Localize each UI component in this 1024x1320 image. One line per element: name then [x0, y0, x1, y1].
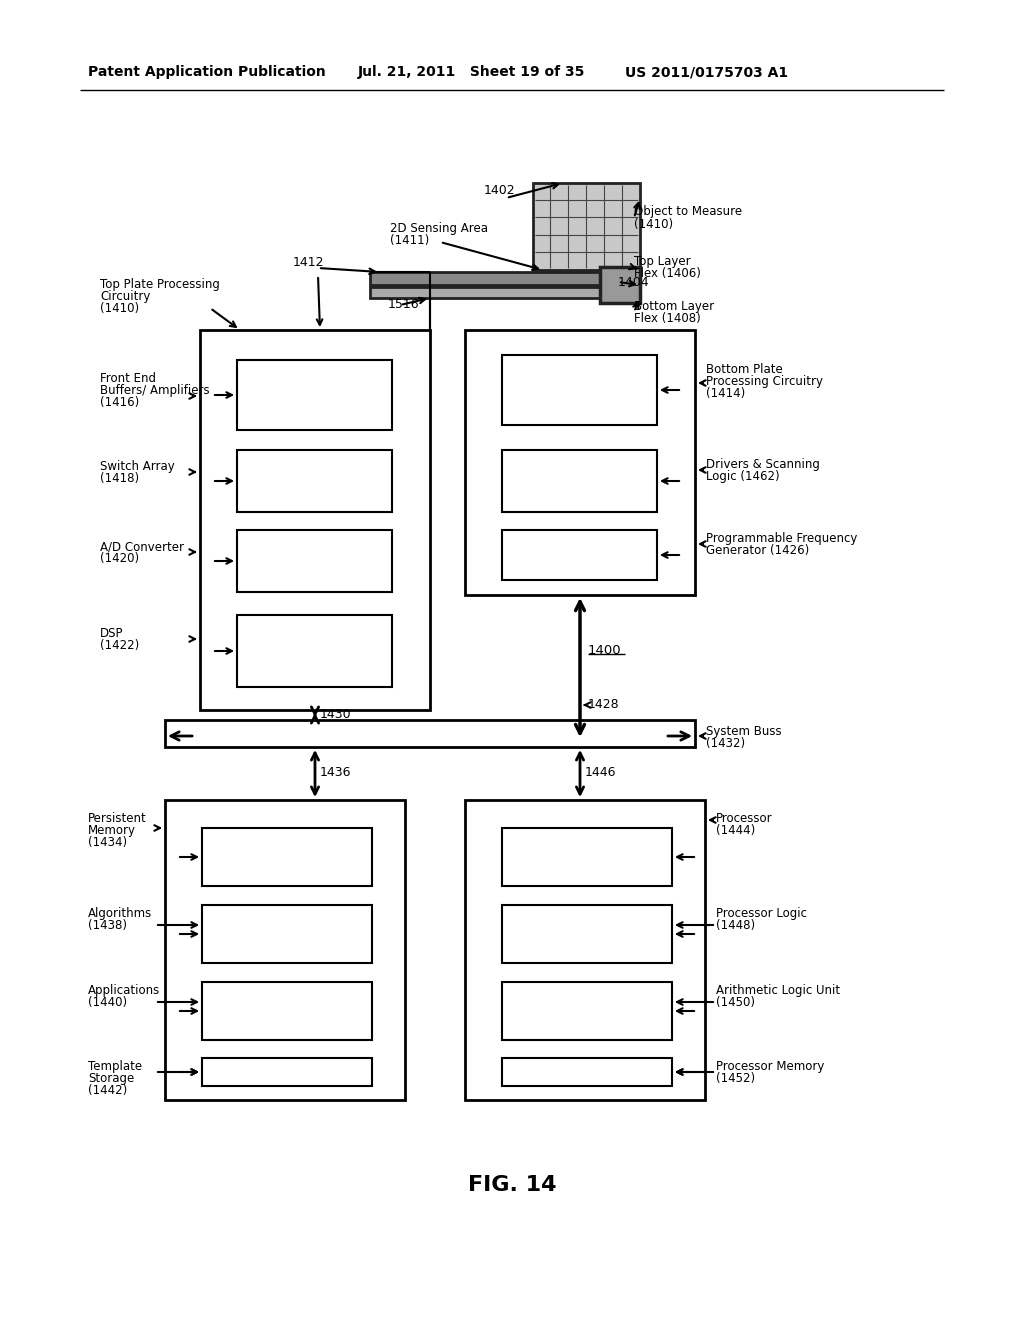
- Text: Programmable Frequency: Programmable Frequency: [706, 532, 857, 545]
- Text: Applications: Applications: [88, 983, 160, 997]
- Text: Storage: Storage: [88, 1072, 134, 1085]
- Text: System Buss: System Buss: [706, 725, 781, 738]
- Text: (1448): (1448): [716, 919, 755, 932]
- Bar: [502, 450, 657, 512]
- Text: (1450): (1450): [716, 997, 755, 1008]
- Text: 2D Sensing Area: 2D Sensing Area: [390, 222, 488, 235]
- Bar: [502, 531, 657, 579]
- Text: Buffers/ Amplifiers: Buffers/ Amplifiers: [100, 384, 210, 397]
- Text: Algorithms: Algorithms: [88, 907, 153, 920]
- Bar: [370, 286, 630, 298]
- Text: (1410): (1410): [100, 302, 139, 315]
- Text: 1436: 1436: [319, 767, 351, 780]
- Bar: [165, 800, 406, 1100]
- Bar: [237, 450, 392, 512]
- Bar: [165, 719, 695, 747]
- Text: Template: Template: [88, 1060, 142, 1073]
- Text: Bottom Layer: Bottom Layer: [634, 300, 714, 313]
- Bar: [237, 360, 392, 430]
- Text: 1428: 1428: [588, 698, 620, 711]
- Text: Flex (1406): Flex (1406): [634, 267, 700, 280]
- Text: Generator (1426): Generator (1426): [706, 544, 809, 557]
- Bar: [370, 272, 600, 285]
- Text: FIG. 14: FIG. 14: [468, 1175, 556, 1195]
- Text: (1418): (1418): [100, 473, 139, 484]
- Bar: [237, 531, 392, 591]
- Text: Front End: Front End: [100, 372, 156, 385]
- Bar: [202, 828, 372, 886]
- Text: (1444): (1444): [716, 824, 756, 837]
- Text: 1430: 1430: [319, 709, 351, 722]
- Text: Drivers & Scanning: Drivers & Scanning: [706, 458, 820, 471]
- Bar: [202, 1059, 372, 1086]
- Text: Flex (1408): Flex (1408): [634, 312, 700, 325]
- Bar: [202, 906, 372, 964]
- Text: 1516: 1516: [388, 298, 420, 312]
- Text: (1440): (1440): [88, 997, 127, 1008]
- Text: Patent Application Publication: Patent Application Publication: [88, 65, 326, 79]
- Text: (1442): (1442): [88, 1084, 127, 1097]
- Text: 1400: 1400: [588, 644, 622, 656]
- Text: Arithmetic Logic Unit: Arithmetic Logic Unit: [716, 983, 840, 997]
- Text: (1416): (1416): [100, 396, 139, 409]
- Text: A/D Converter: A/D Converter: [100, 540, 184, 553]
- Bar: [502, 906, 672, 964]
- Text: 1402: 1402: [483, 183, 515, 197]
- Text: (1410): (1410): [634, 218, 673, 231]
- Text: (1422): (1422): [100, 639, 139, 652]
- Text: 1404: 1404: [618, 276, 649, 289]
- Bar: [200, 330, 430, 710]
- Bar: [502, 982, 672, 1040]
- Bar: [202, 982, 372, 1040]
- Text: 1412: 1412: [292, 256, 324, 269]
- Text: Persistent: Persistent: [88, 812, 146, 825]
- Bar: [465, 800, 705, 1100]
- Text: Memory: Memory: [88, 824, 136, 837]
- Text: (1434): (1434): [88, 836, 127, 849]
- Bar: [237, 615, 392, 686]
- Bar: [502, 355, 657, 425]
- Bar: [534, 183, 640, 271]
- Text: Circuitry: Circuitry: [100, 290, 151, 304]
- Text: Object to Measure: Object to Measure: [634, 205, 742, 218]
- Text: Top Layer: Top Layer: [634, 255, 690, 268]
- Bar: [465, 330, 695, 595]
- Text: Logic (1462): Logic (1462): [706, 470, 779, 483]
- Text: (1414): (1414): [706, 387, 745, 400]
- Bar: [600, 267, 640, 304]
- Text: Bottom Plate: Bottom Plate: [706, 363, 782, 376]
- Text: Processor: Processor: [716, 812, 773, 825]
- Text: Processing Circuitry: Processing Circuitry: [706, 375, 823, 388]
- Text: (1411): (1411): [390, 234, 429, 247]
- Text: US 2011/0175703 A1: US 2011/0175703 A1: [625, 65, 788, 79]
- Text: Processor Logic: Processor Logic: [716, 907, 807, 920]
- Text: (1420): (1420): [100, 552, 139, 565]
- Text: Processor Memory: Processor Memory: [716, 1060, 824, 1073]
- Text: (1432): (1432): [706, 737, 745, 750]
- Text: (1438): (1438): [88, 919, 127, 932]
- Text: 1446: 1446: [585, 767, 616, 780]
- Bar: [502, 828, 672, 886]
- Bar: [502, 1059, 672, 1086]
- Text: (1452): (1452): [716, 1072, 755, 1085]
- Text: DSP: DSP: [100, 627, 124, 640]
- Text: Jul. 21, 2011   Sheet 19 of 35: Jul. 21, 2011 Sheet 19 of 35: [358, 65, 586, 79]
- Text: Switch Array: Switch Array: [100, 459, 175, 473]
- Text: Top Plate Processing: Top Plate Processing: [100, 279, 220, 290]
